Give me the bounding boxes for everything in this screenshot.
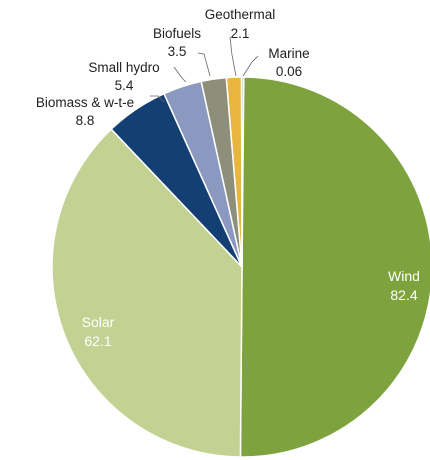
pie-slices	[51, 76, 430, 458]
slice-labels: Wind 82.4 Solar 62.1 Biomass & w-t-e 8.8…	[36, 7, 420, 349]
slice-label-solar-name: Solar	[82, 314, 115, 330]
leader-line-biofuels	[197, 52, 211, 77]
slice-label-small-hydro-name: Small hydro	[88, 60, 159, 75]
leader-lines	[150, 36, 259, 103]
slice-label-biomass-value: 8.8	[76, 113, 95, 128]
slice-label-biofuels-value: 3.5	[168, 44, 187, 59]
slice-label-solar-value: 62.1	[84, 333, 111, 349]
slice-label-wind-value: 82.4	[390, 287, 417, 303]
leader-line-marine	[242, 55, 259, 77]
slice-label-marine-name: Marine	[268, 46, 309, 61]
pie-slice-wind	[239, 76, 430, 458]
slice-label-wind-name: Wind	[388, 268, 420, 284]
slice-label-geothermal-name: Geothermal	[205, 7, 276, 22]
slice-label-small-hydro-value: 5.4	[115, 78, 134, 93]
pie-slice-marine	[240, 76, 245, 268]
leader-line-small-hydro	[173, 66, 187, 83]
slice-label-marine-value: 0.06	[276, 64, 302, 79]
slice-label-biomass-name: Biomass & w-t-e	[36, 95, 134, 110]
slice-label-biofuels-name: Biofuels	[153, 26, 201, 41]
leader-line-biomass	[150, 95, 165, 103]
pie-slice-solar	[51, 128, 243, 458]
slice-label-geothermal-value: 2.1	[231, 26, 250, 41]
leader-line-geothermal	[229, 36, 237, 77]
